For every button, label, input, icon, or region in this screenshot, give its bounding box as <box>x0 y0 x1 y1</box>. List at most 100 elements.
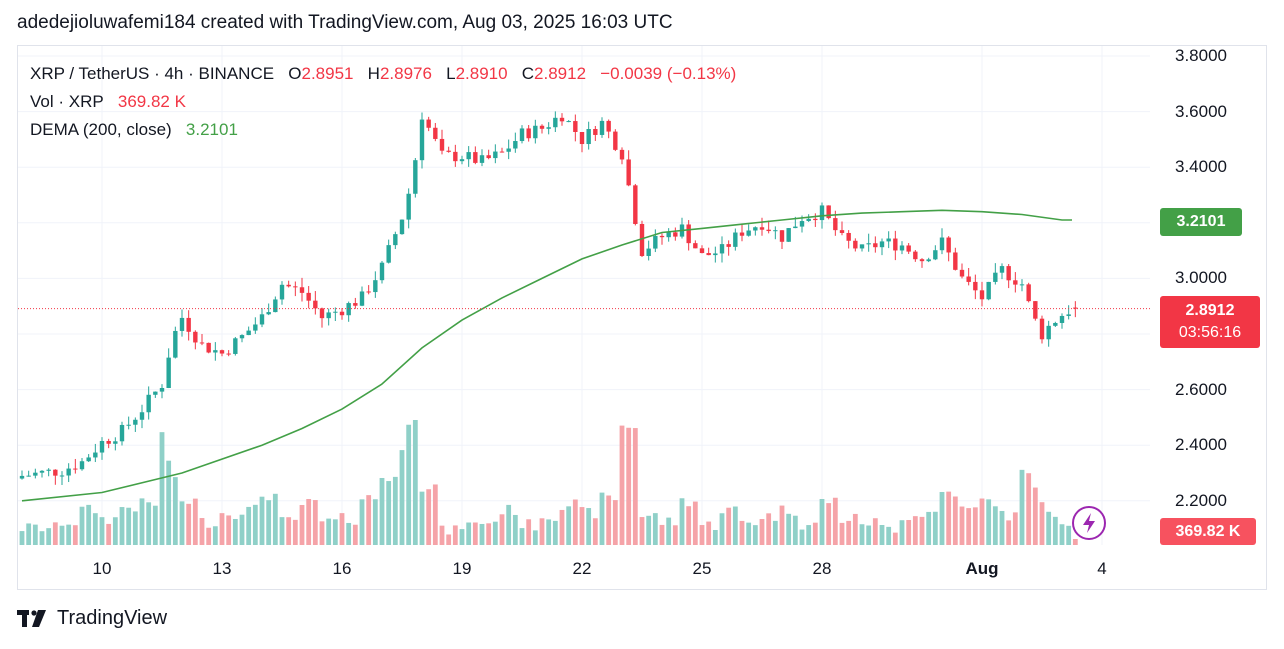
candle-body <box>699 248 705 254</box>
volume-bar <box>126 507 132 545</box>
volume-bar <box>992 506 998 545</box>
candle-body <box>419 119 425 161</box>
volume-bar <box>539 518 545 545</box>
candle-body <box>659 235 665 238</box>
footer-brand[interactable]: TradingView <box>57 607 168 629</box>
volume-bar <box>786 513 792 545</box>
volume-bar <box>346 522 352 545</box>
volume-bar <box>439 525 445 545</box>
volume-bar <box>719 513 725 545</box>
volume-bar <box>139 498 145 545</box>
legend-dema-row: DEMA (200, close) 3.2101 <box>30 116 736 144</box>
legend-dema-label[interactable]: DEMA (200, close) <box>30 120 172 139</box>
volume-bar <box>359 499 365 545</box>
volume-bar <box>972 507 978 545</box>
candle-body <box>926 259 931 262</box>
volume-bar <box>712 529 718 545</box>
candle-body <box>433 127 438 139</box>
volume-bar <box>72 525 78 545</box>
volume-bar <box>92 513 98 545</box>
volume-bar <box>512 514 518 545</box>
tradingview-logo-icon[interactable] <box>17 609 49 628</box>
volume-bar <box>646 515 652 545</box>
volume-bar <box>332 519 338 545</box>
candle-body <box>919 259 925 262</box>
candle-body <box>799 221 805 227</box>
candle-body <box>306 292 311 301</box>
candle-body <box>53 469 58 476</box>
candle-body <box>1053 322 1058 326</box>
candle-body <box>406 193 411 220</box>
candle-body <box>819 205 825 221</box>
volume-bar <box>1046 511 1052 545</box>
volume-bar <box>959 506 965 545</box>
legend-open-value: 2.8951 <box>301 64 354 83</box>
candle-body <box>859 244 865 249</box>
volume-bar <box>986 499 992 545</box>
legend-low-label: L <box>446 64 456 83</box>
candle-body <box>1006 266 1011 281</box>
legend-dema-value: 3.2101 <box>185 120 238 139</box>
candle-body <box>813 218 818 221</box>
y-tick-label: 2.2000 <box>1175 490 1227 510</box>
y-tick-label: 3.4000 <box>1175 157 1227 177</box>
legend-close-label: C <box>521 64 535 83</box>
volume-bar <box>879 524 885 545</box>
volume-bar <box>939 491 945 545</box>
volume-bar <box>412 420 418 545</box>
volume-bar <box>259 496 265 545</box>
volume-bar <box>506 504 512 545</box>
candle-body <box>393 234 398 246</box>
volume-bar <box>819 499 825 545</box>
volume-bar <box>566 506 572 545</box>
candle-body <box>99 440 105 453</box>
candle-body <box>586 128 591 145</box>
candle-body <box>239 335 245 339</box>
candle-body <box>986 281 991 300</box>
candle-body <box>399 219 405 235</box>
lightning-icon[interactable] <box>1072 506 1106 540</box>
candle-body <box>546 127 551 129</box>
volume-bar <box>1052 516 1058 545</box>
volume-bar <box>119 507 125 545</box>
candle-body <box>453 151 458 162</box>
candle-body <box>593 128 598 135</box>
volume-bar <box>546 519 552 545</box>
dema-price-badge: 3.2101 <box>1160 208 1242 236</box>
volume-bar <box>226 515 232 545</box>
candle-body <box>226 353 231 355</box>
candle-body <box>953 252 958 270</box>
candle-body <box>973 281 978 291</box>
volume-bar <box>706 521 712 545</box>
volume-bar <box>106 523 112 545</box>
volume-bar <box>846 520 852 545</box>
volume-bar <box>526 519 532 545</box>
candle-body <box>19 475 25 479</box>
volume-bar <box>99 517 105 545</box>
candle-body <box>186 317 191 332</box>
candle-body <box>886 238 891 242</box>
candle-body <box>826 205 831 219</box>
candle-body <box>273 299 278 313</box>
last-price-value: 2.8912 <box>1185 302 1235 319</box>
volume-bar <box>946 491 952 545</box>
candle-body <box>246 330 251 336</box>
volume-bar <box>232 518 238 545</box>
candle-body <box>133 419 138 425</box>
legend-volume-label[interactable]: Vol · XRP <box>30 92 104 111</box>
candle-body <box>839 230 845 233</box>
x-tick-label: 4 <box>1097 559 1107 578</box>
volume-bar <box>279 517 285 545</box>
volume-bar <box>692 501 698 545</box>
y-tick-label: 2.4000 <box>1175 435 1227 455</box>
volume-bar <box>632 428 638 545</box>
candle-body <box>533 125 538 139</box>
volume-bar <box>619 425 625 545</box>
candle-body <box>1073 307 1078 309</box>
volume-bar <box>432 484 438 545</box>
legend-symbol[interactable]: XRP / TetherUS · 4h · BINANCE <box>30 64 275 83</box>
candle-body <box>946 237 951 253</box>
candle-body <box>119 424 125 442</box>
candle-body <box>33 472 38 476</box>
